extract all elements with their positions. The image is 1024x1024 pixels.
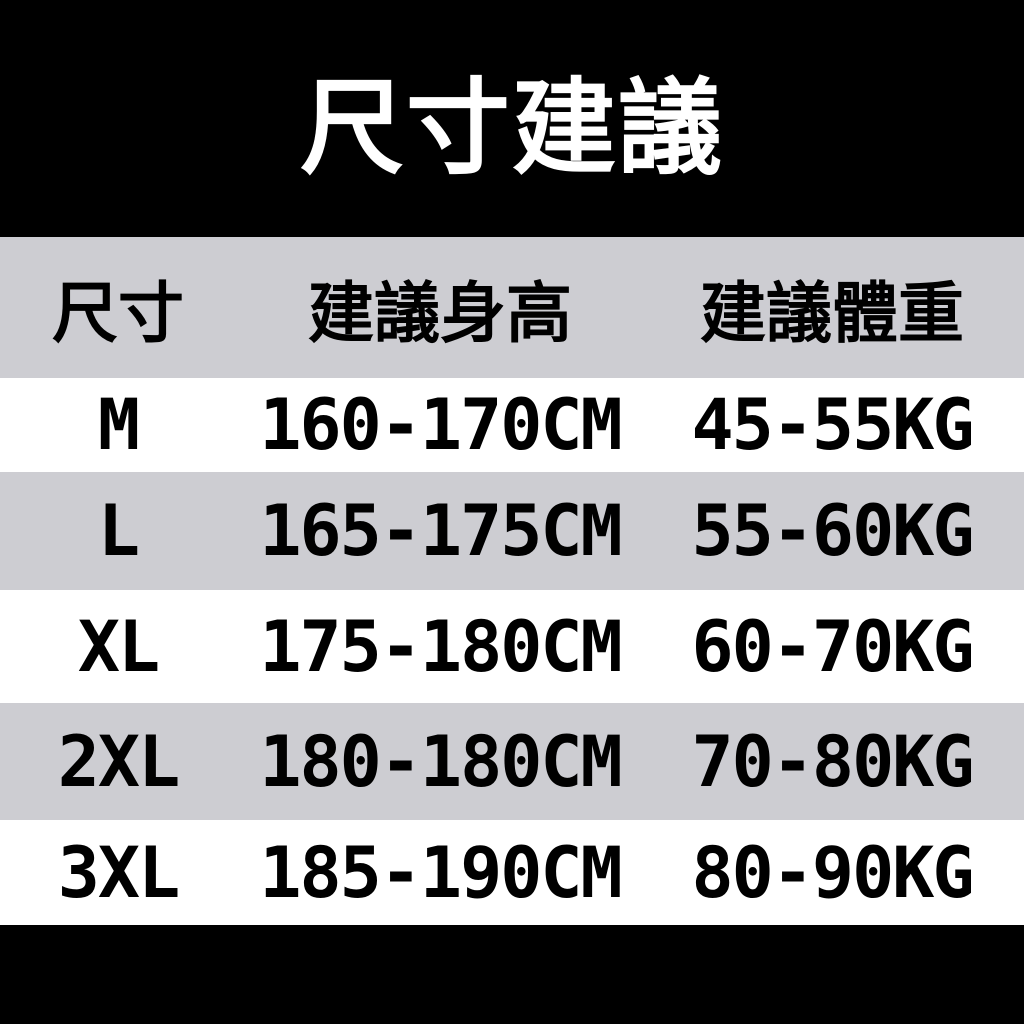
page-title: 尺寸建議 [299,67,724,189]
size-cell: L [97,490,140,572]
table-header: 尺寸 建議身高 建議體重 [0,237,1024,378]
height-cell: 165-175CM [259,490,622,572]
weight-cell: 60-70KG [691,605,974,688]
table-row: L 165-175CM 55-60KG [0,472,1024,590]
table-row: M 160-170CM 45-55KG [0,378,1024,472]
table-row: 2XL 180-180CM 70-80KG [0,703,1024,820]
header-height: 建議身高 [308,274,572,352]
height-cell: 180-180CM [259,720,622,803]
header-weight: 建議體重 [700,274,964,352]
height-cell: 160-170CM [259,384,622,466]
size-cell: XL [77,605,160,688]
height-cell: 175-180CM [259,605,622,688]
table-row: XL 175-180CM 60-70KG [0,590,1024,703]
header-size: 尺寸 [52,274,184,352]
weight-cell: 55-60KG [691,490,974,572]
table-row: 3XL 185-190CM 80-90KG [0,820,1024,925]
weight-cell: 45-55KG [691,384,974,466]
height-cell: 185-190CM [259,831,622,914]
weight-cell: 70-80KG [691,720,974,803]
size-cell: 2XL [57,720,180,803]
size-cell: 3XL [57,831,180,914]
weight-cell: 80-90KG [691,831,974,914]
size-cell: M [97,384,140,466]
